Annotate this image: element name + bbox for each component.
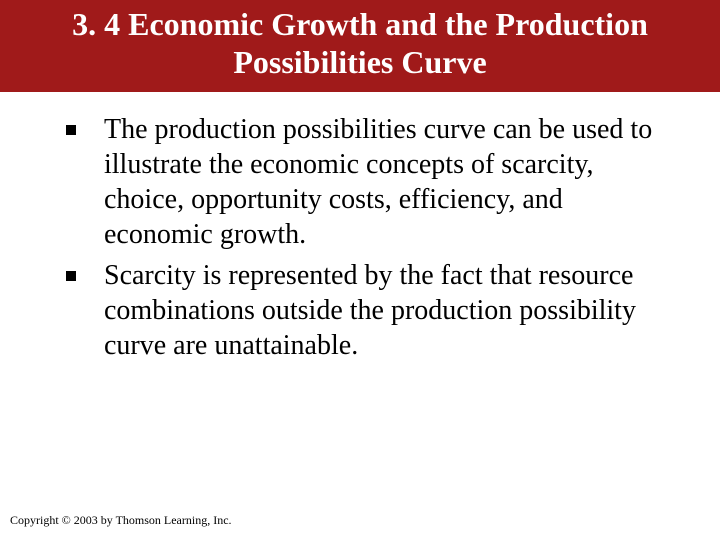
copyright-footer: Copyright © 2003 by Thomson Learning, In… [10,513,232,528]
title-bar: 3. 4 Economic Growth and the Production … [0,0,720,92]
square-bullet-icon [66,271,76,281]
bullet-text: Scarcity is represented by the fact that… [104,260,636,361]
bullet-text: The production possibilities curve can b… [104,114,652,250]
list-item: Scarcity is represented by the fact that… [48,258,672,363]
bullet-list: The production possibilities curve can b… [48,112,672,363]
list-item: The production possibilities curve can b… [48,112,672,252]
slide-body: The production possibilities curve can b… [0,92,720,363]
slide-title: 3. 4 Economic Growth and the Production … [20,6,700,82]
square-bullet-icon [66,125,76,135]
